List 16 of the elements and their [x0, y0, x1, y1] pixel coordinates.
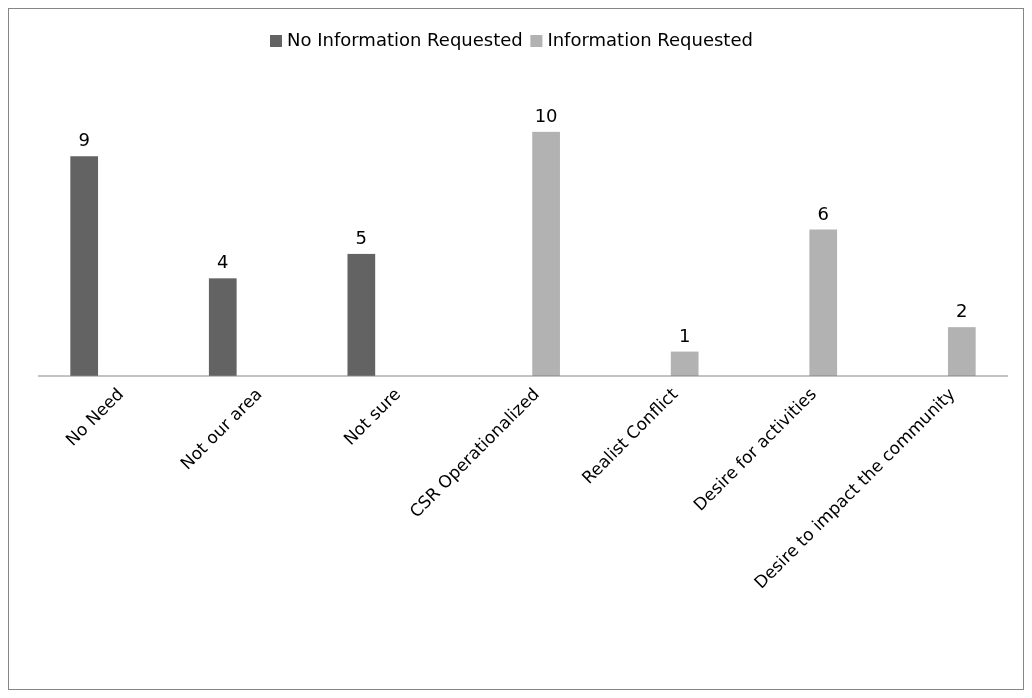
bar: [670, 351, 699, 376]
bar: [347, 253, 376, 376]
data-label: 1: [678, 324, 691, 346]
legend-label: No Information Requested: [287, 29, 523, 50]
data-label: 5: [355, 226, 368, 248]
bar: [809, 229, 838, 376]
bar: [947, 327, 976, 376]
data-label: 6: [817, 202, 829, 224]
data-label: 4: [217, 251, 229, 273]
legend-label: Information Requested: [547, 29, 753, 50]
data-label: 10: [534, 104, 558, 126]
data-label: 2: [956, 300, 968, 322]
data-label: 9: [78, 129, 90, 151]
bar: [208, 278, 237, 376]
bar: [70, 156, 99, 376]
bar: [532, 131, 560, 376]
